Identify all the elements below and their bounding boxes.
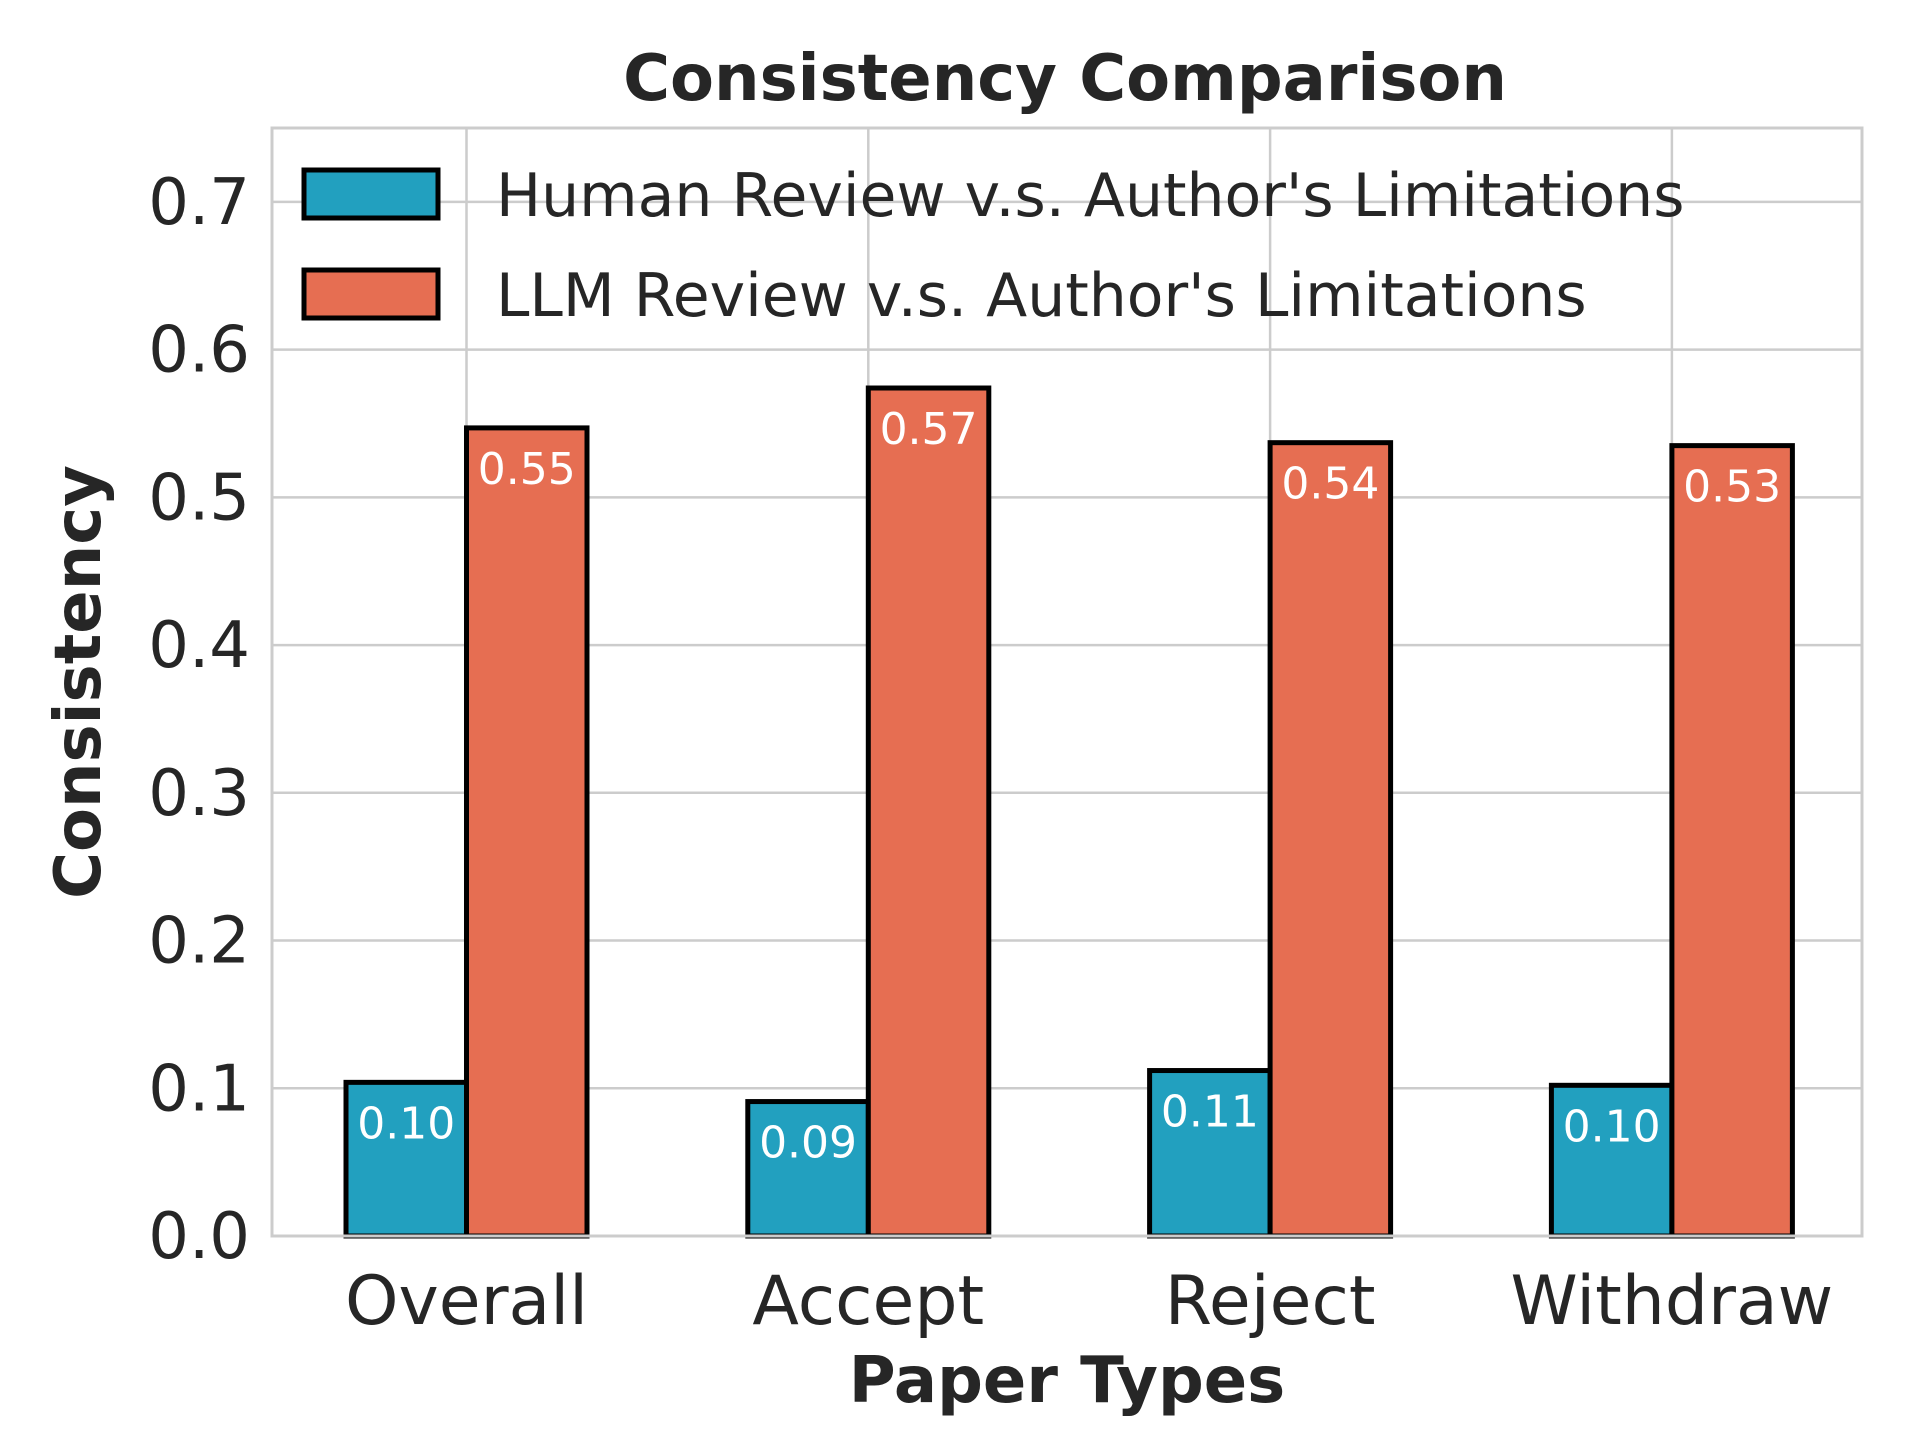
x-axis-label: Paper Types (849, 1344, 1286, 1418)
bar-value-label: 0.57 (880, 404, 978, 455)
y-tick-label: 0.6 (148, 314, 250, 388)
bar-value-label: 0.55 (478, 444, 576, 495)
bar-value-label: 0.09 (759, 1118, 857, 1169)
legend-swatch-series-1 (301, 167, 441, 221)
bar-value-label: 0.10 (357, 1098, 455, 1149)
x-tick-label: Reject (1165, 1262, 1376, 1341)
y-tick-label: 0.3 (148, 757, 250, 831)
bar-series-2-withdraw (1669, 443, 1795, 1239)
y-axis-label: Consistency (42, 465, 116, 899)
y-tick-label: 0.7 (148, 166, 250, 240)
bar-series-2-overall (464, 425, 590, 1239)
y-tick-label: 0.1 (148, 1052, 250, 1126)
y-tick-label: 0.0 (148, 1200, 250, 1274)
bar-value-label: 0.53 (1683, 462, 1781, 513)
x-tick-label: Accept (752, 1262, 984, 1341)
bar-value-label: 0.11 (1161, 1087, 1259, 1138)
bar-series-2-accept (865, 385, 992, 1239)
y-tick-labels: 0.0 0.1 0.2 0.3 0.4 0.5 0.6 0.7 (148, 166, 250, 1274)
x-tick-label: Overall (345, 1262, 588, 1341)
legend-swatch-series-2 (301, 267, 441, 321)
legend-label-series-2: LLM Review v.s. Author's Limitations (496, 261, 1587, 331)
chart-title: Consistency Comparison (623, 42, 1507, 116)
x-tick-labels: Overall Accept Reject Withdraw (345, 1262, 1833, 1341)
x-tick-label: Withdraw (1510, 1262, 1833, 1341)
legend: Human Review v.s. Author's Limitations LL… (301, 161, 1684, 331)
y-tick-label: 0.2 (148, 905, 250, 979)
bar-value-label: 0.10 (1563, 1101, 1661, 1152)
bar-series-2-reject (1267, 440, 1394, 1239)
y-tick-label: 0.4 (148, 609, 250, 683)
legend-label-series-1: Human Review v.s. Author's Limitations (496, 161, 1684, 231)
bar-value-label: 0.54 (1281, 459, 1379, 510)
bar-value-labels: 0.10 0.09 0.11 0.10 0.55 0.57 0.54 0.53 (357, 404, 1781, 1169)
y-tick-label: 0.5 (148, 461, 250, 535)
bars (343, 385, 1795, 1239)
axes-frame (270, 126, 1864, 1238)
